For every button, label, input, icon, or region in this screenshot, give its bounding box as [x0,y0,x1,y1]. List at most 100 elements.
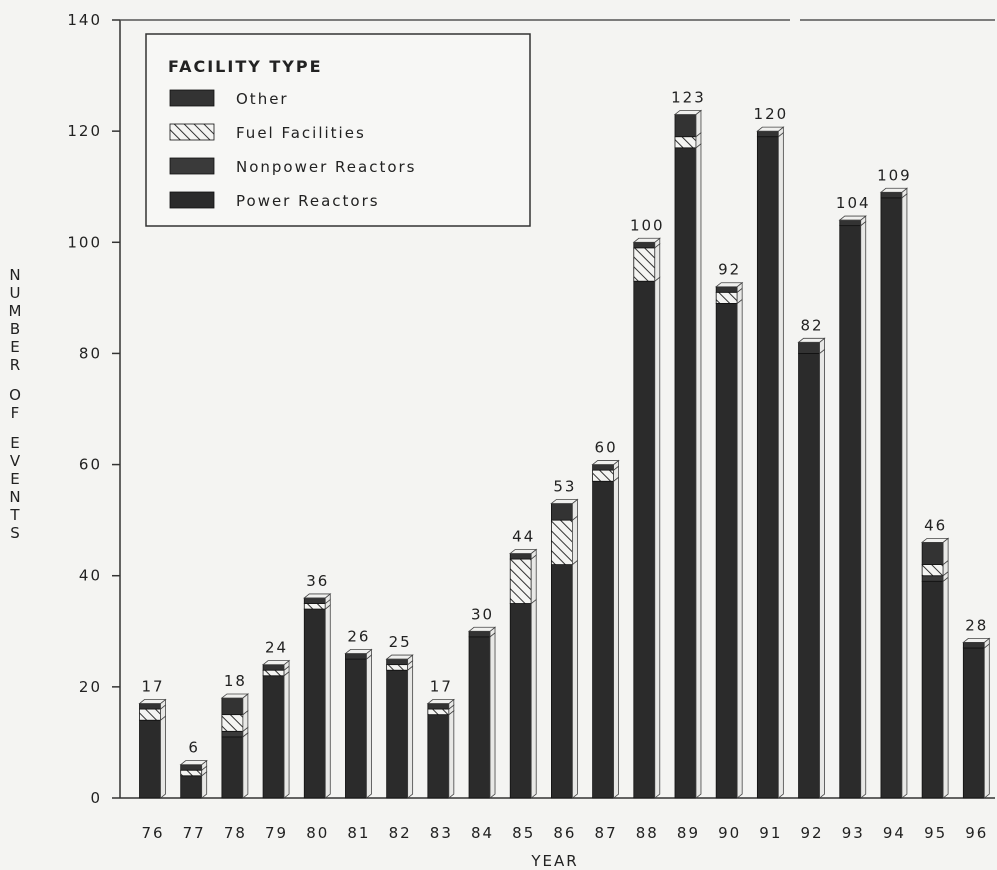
bar-total-label: 44 [512,527,535,545]
bar-segment-other [592,464,614,471]
bar-side-face [572,559,578,799]
bar-segment-fuel-facilities [509,558,532,604]
bar-segment-other [262,664,285,671]
bar-segment-nonpower-reactors [921,575,944,582]
bar-segment-fuel-facilities [262,669,285,677]
legend-swatch-fuel-facilities [169,123,215,141]
legend-swatch-power-reactors [169,191,215,209]
bar-top-face [303,593,332,599]
bar-top-face [467,626,497,632]
x-tick-label: 79 [265,824,288,842]
bar-side-face [572,515,578,566]
x-tick-label: 92 [801,824,824,842]
bar-segment-power-reactors [551,564,573,799]
bar-segment-fuel-facilities [715,291,738,304]
bar-group-86: 53 86 [550,477,579,842]
x-tick-label: 90 [718,824,741,842]
bar-total-label: 36 [306,572,329,590]
bar-segment-power-reactors [303,608,326,799]
bar-segment-other [551,503,573,521]
x-tick-label: 83 [430,824,453,842]
bar-group-89: 123 89 [671,88,704,842]
bar-total-label: 28 [965,616,988,634]
bar-total-label: 30 [471,605,494,623]
bar-total-label: 6 [188,739,200,757]
bar-side-face [860,220,867,799]
bar-top-face [797,337,826,343]
x-tick-label: 81 [347,824,370,842]
y-tick-label: 40 [79,567,102,585]
bar-segment-other [756,130,779,138]
bar-segment-other [468,630,491,638]
bar-side-face [324,604,331,799]
bar-segment-power-reactors [139,719,161,799]
bar-side-face [695,109,702,138]
bar-total-label: 53 [553,477,576,495]
bar-total-label: 82 [801,316,824,334]
bar-segment-fuel-facilities [303,603,326,610]
bar-side-face [613,476,619,799]
bar-side-face [654,276,661,799]
bar-top-face [426,699,455,704]
legend: FACILITY TYPE Other Fuel Facilities Nonpowe… [145,33,531,227]
bar-segment-power-reactors [880,197,903,799]
bar-top-face [715,282,744,288]
bar-total-label: 109 [877,166,912,184]
bar-top-face [879,187,909,193]
x-tick-label: 80 [306,824,329,842]
legend-entry-label: Fuel Facilities [236,124,366,142]
bar-side-face [366,654,372,799]
y-tick-label: 0 [90,789,102,807]
bar-segment-other [139,703,161,710]
bar-group-90: 92 90 [715,261,744,842]
bar-side-face [530,598,537,799]
bar-group-80: 36 80 [303,572,332,842]
bar-segment-fuel-facilities [633,247,656,282]
bar-segment-fuel-facilities [592,469,614,482]
x-tick-label: 88 [636,824,659,842]
bar-group-79: 24 79 [261,639,291,842]
bar-segment-power-reactors [674,147,697,799]
bars: 1776677187824793680268125821783308444855… [138,88,991,842]
bar-segment-other [633,241,656,249]
x-tick-label: 82 [389,824,412,842]
bar-top-face [509,549,538,554]
bar-segment-power-reactors [798,353,820,799]
bar-top-face [220,693,250,699]
bar-group-96: 28 96 [962,616,991,842]
legend-title: FACILITY TYPE [168,57,323,76]
bar-top-face [673,110,703,115]
bar-side-face [530,554,537,605]
bar-segment-power-reactors [839,225,862,799]
bar-segment-power-reactors [427,714,450,799]
bar-segment-power-reactors [345,658,367,799]
bar-total-label: 17 [141,678,164,696]
bar-top-face [962,638,991,643]
bar-side-face [448,709,455,799]
bar-segment-power-reactors [756,136,779,799]
bar-group-85: 44 85 [509,527,538,842]
bar-segment-other [962,642,985,649]
bar-top-face [756,126,785,132]
bar-segment-power-reactors [468,636,491,799]
bar-side-face [283,670,290,799]
bar-segment-power-reactors [262,675,285,799]
bar-total-label: 24 [265,639,288,657]
bar-top-face [550,499,579,504]
bar-segment-fuel-facilities [551,519,573,566]
bar-segment-power-reactors [921,580,944,799]
bar-segment-fuel-facilities [221,714,244,732]
bar-total-label: 60 [595,439,618,457]
y-tick-label: 120 [67,122,102,140]
bar-side-face [242,732,249,799]
y-tick-label: 20 [79,678,102,696]
legend-entry-label: Power Reactors [236,192,380,210]
bar-segment-fuel-facilities [139,708,161,721]
bar-top-face [261,660,291,666]
x-tick-label: 85 [512,824,535,842]
bar-group-87: 60 87 [591,439,620,842]
x-tick-label: 96 [965,824,988,842]
